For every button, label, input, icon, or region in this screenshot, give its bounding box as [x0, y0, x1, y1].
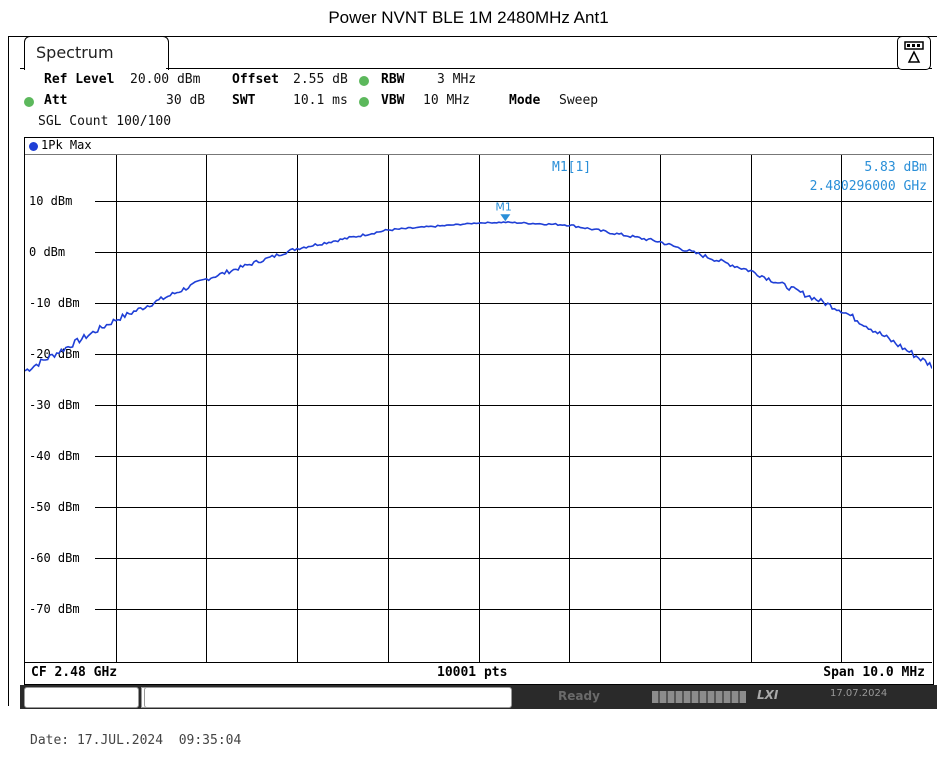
- marker-tag: M1: [495, 200, 512, 213]
- tab-spectrum-label: Spectrum: [36, 43, 114, 62]
- att-status-dot: [24, 97, 34, 107]
- spectrum-plot: 10 dBm 0 dBm -10 dBm -20 dBm -30 dBm -40 dBm -…: [25, 155, 932, 662]
- display-config-icon[interactable]: [897, 36, 931, 70]
- marker-triangle: [500, 214, 511, 222]
- progress-indicator: [652, 691, 746, 703]
- swt-label: SWT: [232, 93, 256, 108]
- status-date: 17.07.2024: [830, 688, 888, 699]
- page-title: Power NVNT BLE 1M 2480MHz Ant1: [328, 8, 609, 27]
- status-field-1[interactable]: [24, 687, 139, 708]
- att-value: 30 dB: [166, 93, 206, 108]
- offset-label: Offset: [232, 72, 279, 87]
- status-bar: Ready LXI 17.07.2024: [20, 685, 937, 709]
- marker-label: M1[1]: [552, 160, 592, 175]
- frame-left-line: [8, 36, 9, 706]
- y-tick-label: -60 dBm: [29, 551, 80, 565]
- offset-value: 2.55 dB: [293, 72, 348, 87]
- plot-frame: [24, 137, 934, 685]
- y-tick-label: -30 dBm: [29, 398, 80, 412]
- mode-label: Mode: [509, 93, 541, 108]
- tab-baseline: [166, 68, 932, 69]
- ref-level-label: Ref Level: [44, 72, 115, 87]
- marker-frequency: 2.480296000 GHz: [809, 179, 927, 194]
- frame-top-line: [8, 36, 937, 37]
- footer-bar: CF 2.48 GHz 10001 pts Span 10.0 MHz: [25, 662, 932, 683]
- trace-label-bar: 1Pk Max: [25, 138, 932, 155]
- capture-date: Date: 17.JUL.2024 09:35:04: [30, 733, 242, 748]
- y-tick-label: -50 dBm: [29, 500, 80, 514]
- y-tick-label: -10 dBm: [29, 296, 80, 310]
- sgl-count: SGL Count 100/100: [38, 114, 172, 129]
- marker-value: 5.83 dBm: [864, 160, 927, 175]
- vbw-label: VBW: [381, 93, 405, 108]
- sweep-points: 10001 pts: [437, 665, 508, 680]
- lxi-logo-icon: LXI: [757, 688, 779, 702]
- trace-label: 1Pk Max: [41, 138, 92, 152]
- rbw-label: RBW: [381, 72, 405, 87]
- status-ready: Ready: [558, 689, 600, 703]
- y-tick-label: -40 dBm: [29, 449, 80, 463]
- frequency-span: Span 10.0 MHz: [823, 665, 925, 680]
- rbw-value: 3 MHz: [437, 72, 477, 87]
- y-tick-label: -70 dBm: [29, 602, 80, 616]
- trace-line: [25, 220, 932, 373]
- center-frequency: CF 2.48 GHz: [31, 665, 118, 680]
- tab-baseline-left: [20, 68, 25, 69]
- y-tick-label: 0 dBm: [29, 245, 65, 259]
- status-message-field[interactable]: [144, 687, 512, 708]
- swt-value: 10.1 ms: [293, 93, 348, 108]
- mode-value: Sweep: [559, 93, 599, 108]
- rbw-status-dot: [359, 76, 369, 86]
- y-tick-label: 10 dBm: [29, 194, 72, 208]
- ref-level-value: 20.00 dBm: [130, 72, 201, 87]
- trace-indicator-icon: [29, 142, 38, 151]
- vbw-value: 10 MHz: [423, 93, 470, 108]
- att-label: Att: [44, 93, 68, 108]
- y-tick-label: -20 dBm: [29, 347, 80, 361]
- vbw-status-dot: [359, 97, 369, 107]
- tab-spectrum[interactable]: [24, 36, 169, 70]
